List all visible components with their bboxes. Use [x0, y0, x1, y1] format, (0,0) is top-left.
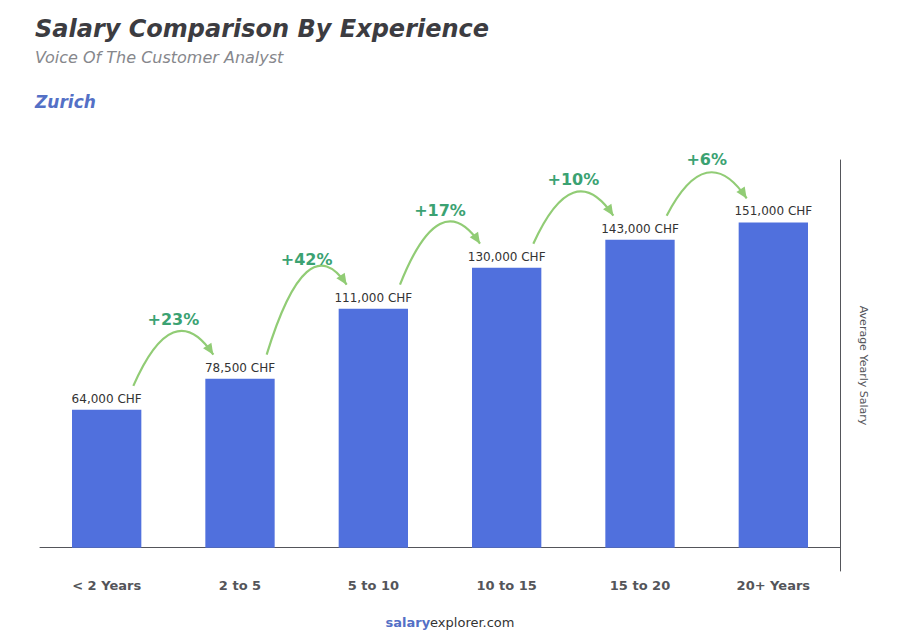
svg-text:10 to 15: 10 to 15	[476, 578, 536, 593]
svg-text:+17%: +17%	[414, 201, 466, 220]
svg-text:Salary Comparison By Experienc: Salary Comparison By Experience	[35, 15, 489, 43]
svg-text:< 2 Years: < 2 Years	[72, 578, 141, 593]
svg-text:+23%: +23%	[147, 310, 199, 329]
svg-text:130,000 CHF: 130,000 CHF	[468, 250, 546, 264]
svg-text:+42%: +42%	[281, 250, 333, 269]
svg-text:Average Yearly Salary: Average Yearly Salary	[857, 306, 870, 426]
svg-text:+10%: +10%	[547, 170, 599, 189]
svg-text:111,000 CHF: 111,000 CHF	[334, 291, 412, 305]
svg-text:explorer.com: explorer.com	[430, 615, 514, 630]
svg-text:Voice Of The Customer Analyst: Voice Of The Customer Analyst	[35, 48, 284, 67]
svg-text:2 to 5: 2 to 5	[219, 578, 261, 593]
svg-text:64,000 CHF: 64,000 CHF	[72, 392, 142, 406]
svg-text:15 to 20: 15 to 20	[610, 578, 670, 593]
svg-text:salary: salary	[385, 615, 430, 630]
svg-text:143,000 CHF: 143,000 CHF	[601, 222, 679, 236]
svg-text:151,000 CHF: 151,000 CHF	[734, 204, 812, 218]
svg-text:+6%: +6%	[686, 150, 727, 169]
svg-text:5 to 10: 5 to 10	[348, 578, 399, 593]
svg-text:20+ Years: 20+ Years	[737, 578, 811, 593]
svg-text:Zurich: Zurich	[34, 92, 96, 112]
svg-text:78,500 CHF: 78,500 CHF	[205, 361, 275, 375]
